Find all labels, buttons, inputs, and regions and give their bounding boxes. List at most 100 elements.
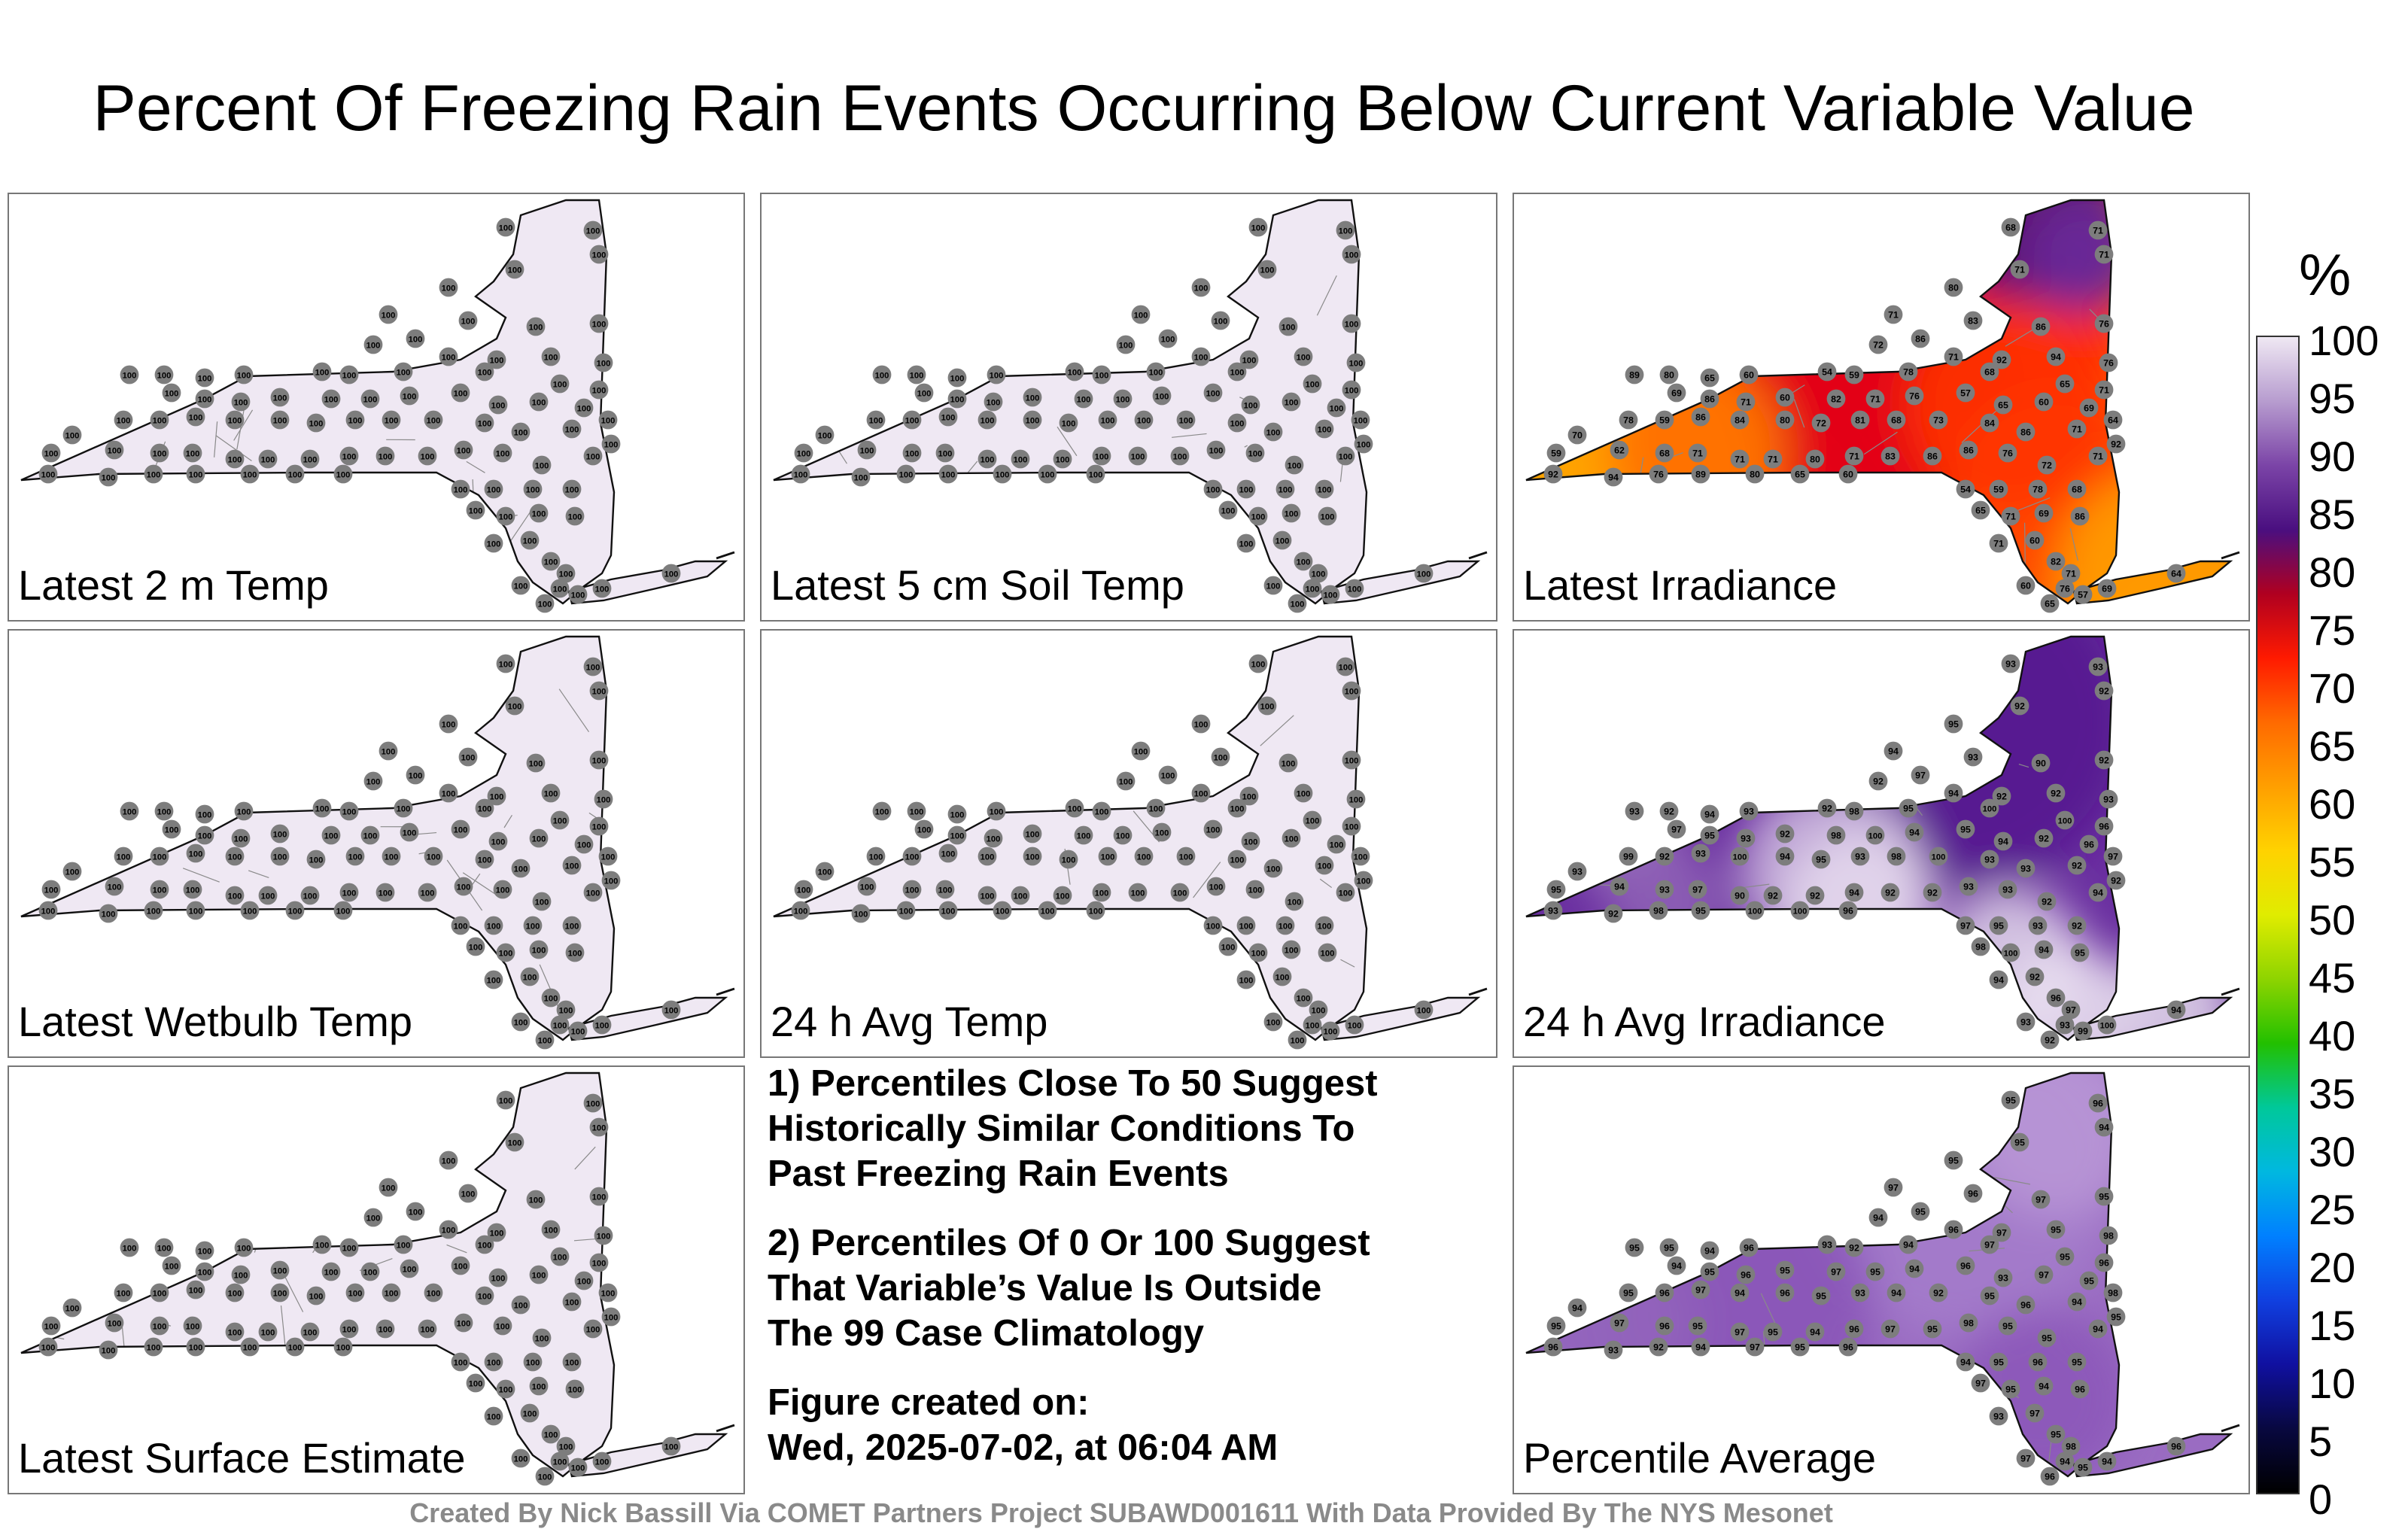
panel-label: Latest Surface Estimate <box>18 1434 466 1482</box>
station-marker <box>2099 1226 2118 1245</box>
station-value: 100 <box>1266 428 1281 437</box>
station-marker <box>1944 783 1963 803</box>
station-value: 100 <box>324 395 339 404</box>
station-marker <box>195 804 214 824</box>
station-marker <box>1610 1313 1629 1333</box>
station-marker <box>454 440 473 460</box>
station-marker <box>529 940 549 959</box>
station-marker <box>541 783 561 803</box>
station-marker <box>2001 654 2020 673</box>
station-value: 100 <box>565 485 579 494</box>
station-value: 100 <box>577 1277 591 1286</box>
station-marker <box>1342 380 1361 400</box>
station-value: 76 <box>2060 583 2070 594</box>
station-marker <box>475 1286 494 1306</box>
station-value: 100 <box>544 994 558 1003</box>
station-marker <box>1998 443 2017 463</box>
station-value: 80 <box>1750 469 1760 479</box>
station-marker <box>1811 850 1831 869</box>
station-value: 100 <box>442 284 456 293</box>
station-value: 68 <box>2005 222 2016 233</box>
station-marker <box>2016 576 2036 595</box>
map-panel-5: 100 100 100 100 100 100 100 100 100 100 100 100 100 1… <box>760 629 1497 1058</box>
station-marker <box>541 347 561 366</box>
station-value: 100 <box>1345 822 1359 831</box>
station-value: 100 <box>1244 401 1258 410</box>
station-marker <box>240 464 260 484</box>
station-value: 95 <box>1768 1327 1778 1337</box>
station-marker <box>1884 305 1903 324</box>
station-marker <box>1763 1322 1783 1342</box>
station-value: 100 <box>1266 865 1281 874</box>
station-marker <box>541 1220 561 1239</box>
station-marker <box>1700 804 1719 824</box>
station-marker <box>1826 825 1846 845</box>
station-marker <box>1826 389 1846 409</box>
station-value: 93 <box>1744 806 1754 816</box>
station-value: 94 <box>1695 1342 1706 1352</box>
station-marker <box>454 1313 473 1333</box>
station-marker <box>1227 362 1247 381</box>
station-marker <box>1655 1283 1674 1302</box>
station-marker <box>1745 901 1765 920</box>
station-value: 60 <box>2029 535 2040 546</box>
station-marker <box>234 365 254 385</box>
station-value: 100 <box>496 449 510 458</box>
station-value: 100 <box>44 886 59 895</box>
station-value: 96 <box>1659 1287 1670 1298</box>
station-value: 100 <box>1349 359 1364 368</box>
station-marker <box>418 883 437 902</box>
colorbar-tick-label: 10 <box>2309 1360 2356 1407</box>
station-marker <box>379 305 398 324</box>
station-marker <box>1899 1235 1918 1254</box>
station-value: 100 <box>243 907 257 916</box>
station-marker <box>1944 347 1963 366</box>
station-marker <box>1899 798 1918 818</box>
station-marker <box>1884 741 1903 761</box>
station-marker <box>2073 585 2093 604</box>
station-marker <box>1649 901 1668 920</box>
station-value: 100 <box>938 449 953 458</box>
station-marker <box>41 1316 61 1336</box>
station-value: 100 <box>397 1241 411 1250</box>
station-value: 100 <box>586 1325 600 1334</box>
station-value: 100 <box>981 455 995 464</box>
map-panel-3: 68 71 71 71 80 71 83 86 86 76 72 71 92 94 76 89 80 65 60 54… <box>1513 193 2250 622</box>
station-marker <box>1655 1316 1674 1336</box>
station-value: 89 <box>1629 369 1640 380</box>
station-marker <box>947 804 967 824</box>
station-value: 100 <box>237 1244 251 1253</box>
station-value: 92 <box>1996 791 2007 801</box>
station-marker <box>1688 1316 1707 1336</box>
station-value: 100 <box>1357 440 1371 449</box>
station-value: 100 <box>237 371 251 380</box>
station-value: 100 <box>198 395 212 404</box>
station-marker <box>872 801 892 821</box>
station-value: 100 <box>597 359 611 368</box>
station-marker <box>1023 847 1042 866</box>
station-marker <box>1351 410 1370 430</box>
station-value: 100 <box>478 856 492 865</box>
station-value: 100 <box>366 1214 381 1223</box>
station-value: 80 <box>1664 369 1674 380</box>
station-value: 95 <box>2111 1312 2121 1322</box>
station-marker <box>475 413 494 433</box>
station-value: 96 <box>1741 1269 1751 1280</box>
station-marker <box>1315 419 1334 439</box>
station-value: 100 <box>454 825 468 834</box>
station-marker <box>150 880 169 899</box>
station-value: 69 <box>2039 508 2049 518</box>
station-marker <box>556 1436 576 1456</box>
station-marker <box>535 1030 555 1050</box>
station-marker <box>1790 901 1810 920</box>
station-marker <box>594 789 613 809</box>
station-marker <box>2103 847 2123 866</box>
station-value: 100 <box>1251 949 1266 958</box>
station-value: 100 <box>1285 398 1299 407</box>
station-marker <box>186 1280 205 1299</box>
station-marker <box>993 901 1012 920</box>
station-value: 65 <box>2045 598 2055 609</box>
station-marker <box>379 1178 398 1197</box>
station-marker <box>1655 880 1674 899</box>
station-value: 100 <box>797 449 811 458</box>
